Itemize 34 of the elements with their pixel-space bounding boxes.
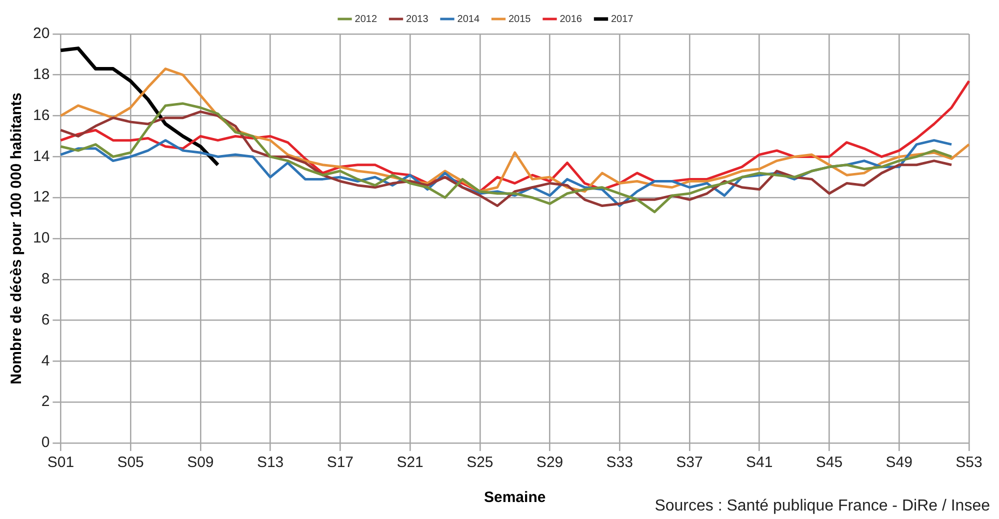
- y-tick-label: 6: [41, 311, 50, 328]
- x-tick-label: S09: [187, 454, 214, 472]
- y-tick-label: 2: [41, 393, 50, 410]
- x-tick-label: S45: [816, 454, 843, 472]
- x-tick-label: S33: [606, 454, 633, 472]
- x-tick-label: S05: [117, 454, 144, 472]
- legend-label: 2017: [610, 14, 634, 25]
- x-tick-label: S13: [256, 454, 284, 472]
- x-tick-label: S17: [326, 454, 354, 472]
- x-tick-label: S37: [676, 454, 703, 472]
- legend-label: 2012: [354, 14, 378, 25]
- y-tick-label: 16: [32, 106, 50, 124]
- y-axis-title: Nombre de décès pour 100 000 habitants: [8, 92, 26, 384]
- x-tick-label: S53: [956, 454, 982, 472]
- x-tick-label: S01: [47, 454, 74, 472]
- legend-label: 2015: [508, 14, 532, 25]
- x-tick-label: S25: [466, 454, 494, 472]
- y-tick-label: 8: [41, 270, 50, 288]
- y-tick-label: 18: [32, 66, 50, 84]
- source-note: Sources : Santé publique France - DiRe / Insee: [654, 497, 990, 514]
- legend-label: 2013: [406, 14, 429, 25]
- y-tick-label: 14: [32, 148, 50, 165]
- y-tick-label: 0: [41, 434, 50, 452]
- y-tick-label: 20: [32, 25, 50, 42]
- y-tick-label: 12: [32, 188, 50, 206]
- y-tick-label: 10: [32, 230, 50, 247]
- x-tick-label: S49: [886, 454, 912, 472]
- legend-label: 2016: [560, 14, 582, 25]
- x-tick-label: S21: [396, 454, 424, 472]
- x-tick-label: S41: [746, 454, 773, 472]
- legend-label: 2014: [457, 14, 480, 25]
- x-tick-label: S29: [536, 454, 564, 472]
- y-tick-label: 4: [41, 352, 50, 370]
- x-axis-title: Semaine: [484, 489, 546, 506]
